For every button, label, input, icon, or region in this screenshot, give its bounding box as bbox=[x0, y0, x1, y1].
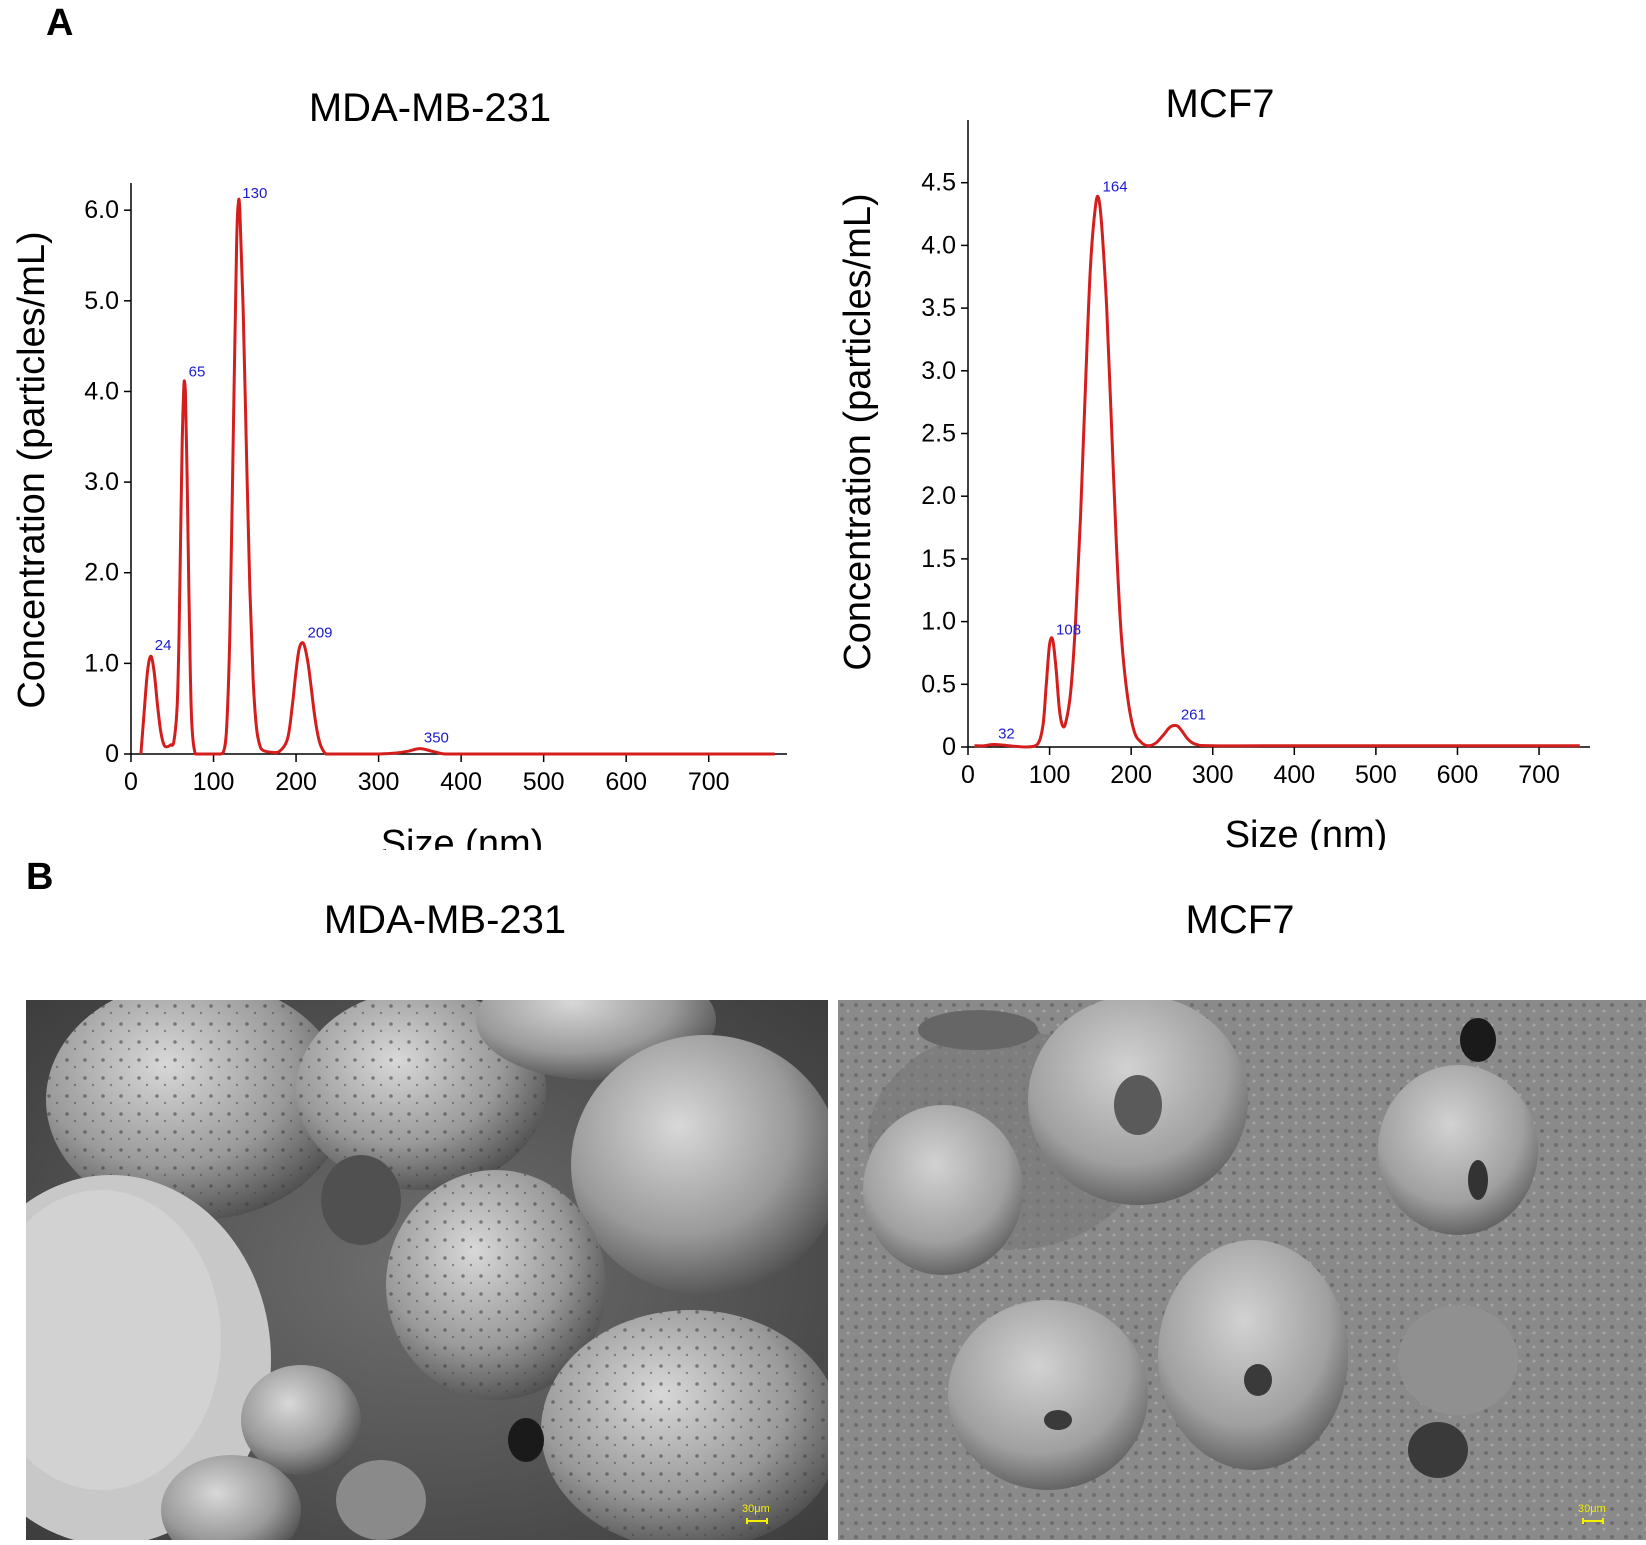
chart-title-mda-mb-231: MDA-MB-231 bbox=[308, 86, 552, 130]
chart-title-mcf7: MCF7 bbox=[1165, 82, 1275, 126]
sem-image-mcf7: 30μm bbox=[838, 1000, 1646, 1540]
y-axis-title: Concentration (particles/mL) bbox=[837, 193, 879, 670]
x-tick-label: 400 bbox=[1273, 761, 1315, 789]
y-tick-label: 3.0 bbox=[84, 468, 119, 496]
peak-label: 108 bbox=[1056, 621, 1081, 638]
x-tick-label: 200 bbox=[1110, 761, 1152, 789]
x-tick-label: 400 bbox=[440, 768, 482, 796]
y-tick-label: 1.5 bbox=[921, 545, 956, 573]
x-tick-label: 300 bbox=[1192, 761, 1234, 789]
y-tick-label: 0 bbox=[942, 733, 956, 761]
y-tick-label: 0 bbox=[105, 740, 119, 768]
y-tick-label: 4.0 bbox=[921, 231, 956, 259]
x-tick-label: 500 bbox=[1355, 761, 1397, 789]
x-tick-label: 700 bbox=[1518, 761, 1560, 789]
x-tick-label: 0 bbox=[961, 761, 975, 789]
y-axis-title: Concentration (particles/mL) bbox=[11, 231, 53, 708]
x-tick-label: 100 bbox=[193, 768, 235, 796]
sem-title-mcf7: MCF7 bbox=[1185, 898, 1295, 942]
peak-label: 209 bbox=[307, 624, 332, 641]
panel-label-b: B bbox=[26, 856, 54, 898]
x-tick-label: 300 bbox=[358, 768, 400, 796]
sem-image-mda-mb-231: 30μm bbox=[26, 1000, 828, 1540]
x-tick-label: 200 bbox=[275, 768, 317, 796]
y-tick-label: 3.5 bbox=[921, 294, 956, 322]
y-tick-label: 2.0 bbox=[84, 559, 119, 587]
scale-bar-label: 30μm bbox=[1578, 1503, 1606, 1515]
x-tick-label: 600 bbox=[605, 768, 647, 796]
y-tick-label: 1.0 bbox=[921, 608, 956, 636]
chart-mda-mb-231: 0 1.0 2.0 3.0 4.0 5.0 6.0 0 100 200 300 400 500 600 70… bbox=[11, 183, 787, 850]
y-tick-label: 4.5 bbox=[921, 169, 956, 197]
series-line bbox=[974, 194, 1580, 749]
peak-label: 65 bbox=[189, 363, 206, 380]
y-tick-label: 0.5 bbox=[921, 670, 956, 698]
y-tick-label: 3.0 bbox=[921, 357, 956, 385]
chart-mcf7: 0 0.5 1.0 1.5 2.0 2.5 3.0 3.5 4.0 4.5 0 100 200 300 40… bbox=[837, 120, 1590, 850]
peak-label: 350 bbox=[424, 730, 449, 747]
y-tick-label: 2.5 bbox=[921, 420, 956, 448]
peak-label: 261 bbox=[1181, 707, 1206, 724]
scale-bar-label: 30μm bbox=[742, 1503, 770, 1515]
nta-charts: 0 1.0 2.0 3.0 4.0 5.0 6.0 0 100 200 300 400 500 600 70… bbox=[11, 120, 1590, 850]
peak-label: 32 bbox=[998, 725, 1015, 742]
peak-label: 24 bbox=[155, 637, 172, 654]
x-tick-label: 600 bbox=[1437, 761, 1479, 789]
y-tick-label: 1.0 bbox=[84, 649, 119, 677]
x-tick-label: 100 bbox=[1029, 761, 1071, 789]
peak-label: 164 bbox=[1103, 179, 1128, 196]
y-tick-label: 5.0 bbox=[84, 287, 119, 315]
y-tick-label: 6.0 bbox=[84, 196, 119, 224]
x-tick-label: 700 bbox=[688, 768, 730, 796]
peak-label: 130 bbox=[242, 185, 267, 202]
series-line bbox=[139, 197, 775, 756]
y-tick-label: 4.0 bbox=[84, 377, 119, 405]
sem-title-mda-mb-231: MDA-MB-231 bbox=[323, 898, 567, 942]
y-tick-label: 2.0 bbox=[921, 482, 956, 510]
x-tick-label: 0 bbox=[124, 768, 138, 796]
x-axis-title: Size (nm) bbox=[1225, 814, 1388, 850]
panel-label-a: A bbox=[46, 2, 74, 44]
scale-bar: 30μm bbox=[742, 1503, 776, 1527]
x-axis-title: Size (nm) bbox=[381, 823, 544, 850]
scale-bar: 30μm bbox=[1578, 1503, 1612, 1527]
x-tick-label: 500 bbox=[523, 768, 565, 796]
